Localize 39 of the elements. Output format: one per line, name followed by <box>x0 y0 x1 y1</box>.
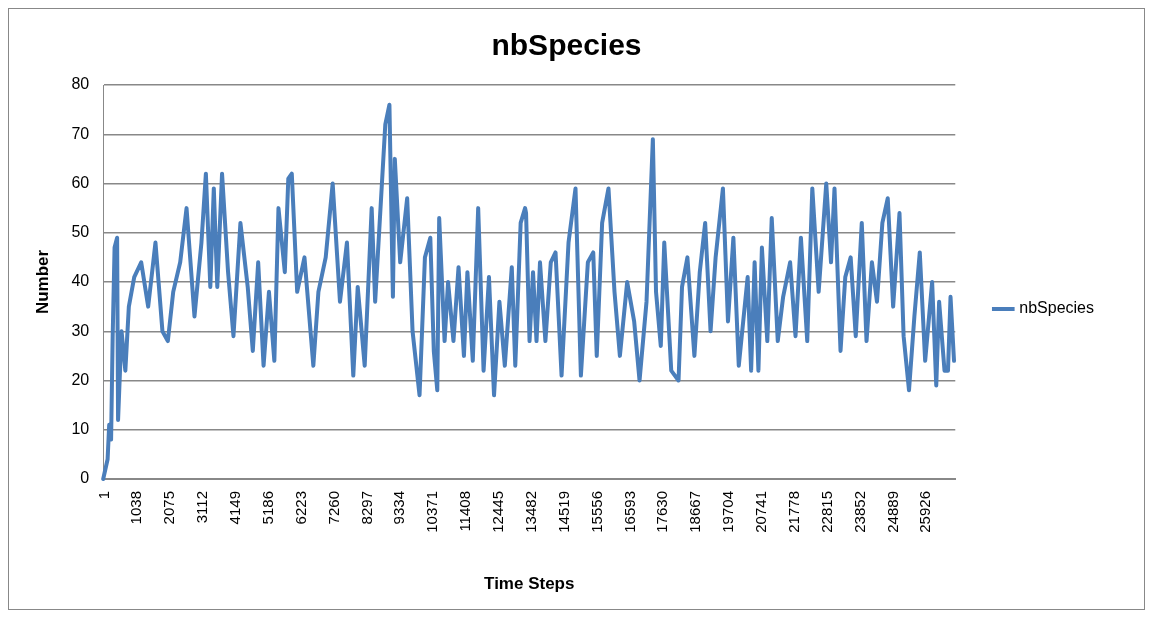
x-axis-title: Time Steps <box>484 574 575 594</box>
x-tick-label: 21778 <box>784 491 802 533</box>
x-tick-label: 18667 <box>686 491 704 533</box>
x-tick-label: 3112 <box>193 491 211 524</box>
x-tick-label: 22815 <box>817 491 835 533</box>
y-tick-label: 40 <box>71 272 90 290</box>
x-tick-label: 11408 <box>456 491 474 532</box>
x-tick-label: 1 <box>94 491 112 500</box>
x-tick-label: 8297 <box>357 491 375 525</box>
x-tick-label: 9334 <box>390 491 408 525</box>
x-tick-label: 23852 <box>850 491 868 533</box>
x-tick-label: 6223 <box>291 491 309 525</box>
x-tick-label: 19704 <box>719 491 737 533</box>
x-tick-label: 15556 <box>587 491 605 533</box>
y-axis-title: Number <box>32 249 52 315</box>
x-tick-label: 12445 <box>489 491 507 533</box>
y-tick-label: 30 <box>71 321 90 339</box>
x-tick-label: 25926 <box>916 491 934 533</box>
x-tick-label: 17630 <box>653 491 671 533</box>
y-tick-label: 20 <box>71 370 90 388</box>
y-tick-label: 60 <box>71 173 90 191</box>
x-tick-label: 16593 <box>620 491 638 533</box>
y-tick-label: 70 <box>71 124 90 142</box>
y-tick-label: 80 <box>71 75 90 93</box>
x-tick-label: 1038 <box>127 491 145 525</box>
x-tick-label: 10371 <box>423 491 441 533</box>
x-tick-label: 20741 <box>752 491 770 533</box>
chart-title: nbSpecies <box>491 28 642 62</box>
x-tick-label: 5186 <box>258 491 276 525</box>
x-tick-label: 7260 <box>324 491 342 525</box>
x-tick-label: 24889 <box>883 491 901 533</box>
y-tick-label: 50 <box>71 223 90 241</box>
y-tick-label: 10 <box>71 420 90 438</box>
x-tick-label: 14519 <box>554 491 572 533</box>
legend-label: nbSpecies <box>1019 299 1094 317</box>
y-tick-label: 0 <box>80 469 90 487</box>
x-tick-label: 4149 <box>226 491 244 525</box>
x-tick-label: 2075 <box>160 491 178 525</box>
x-tick-label: 13482 <box>521 491 539 533</box>
